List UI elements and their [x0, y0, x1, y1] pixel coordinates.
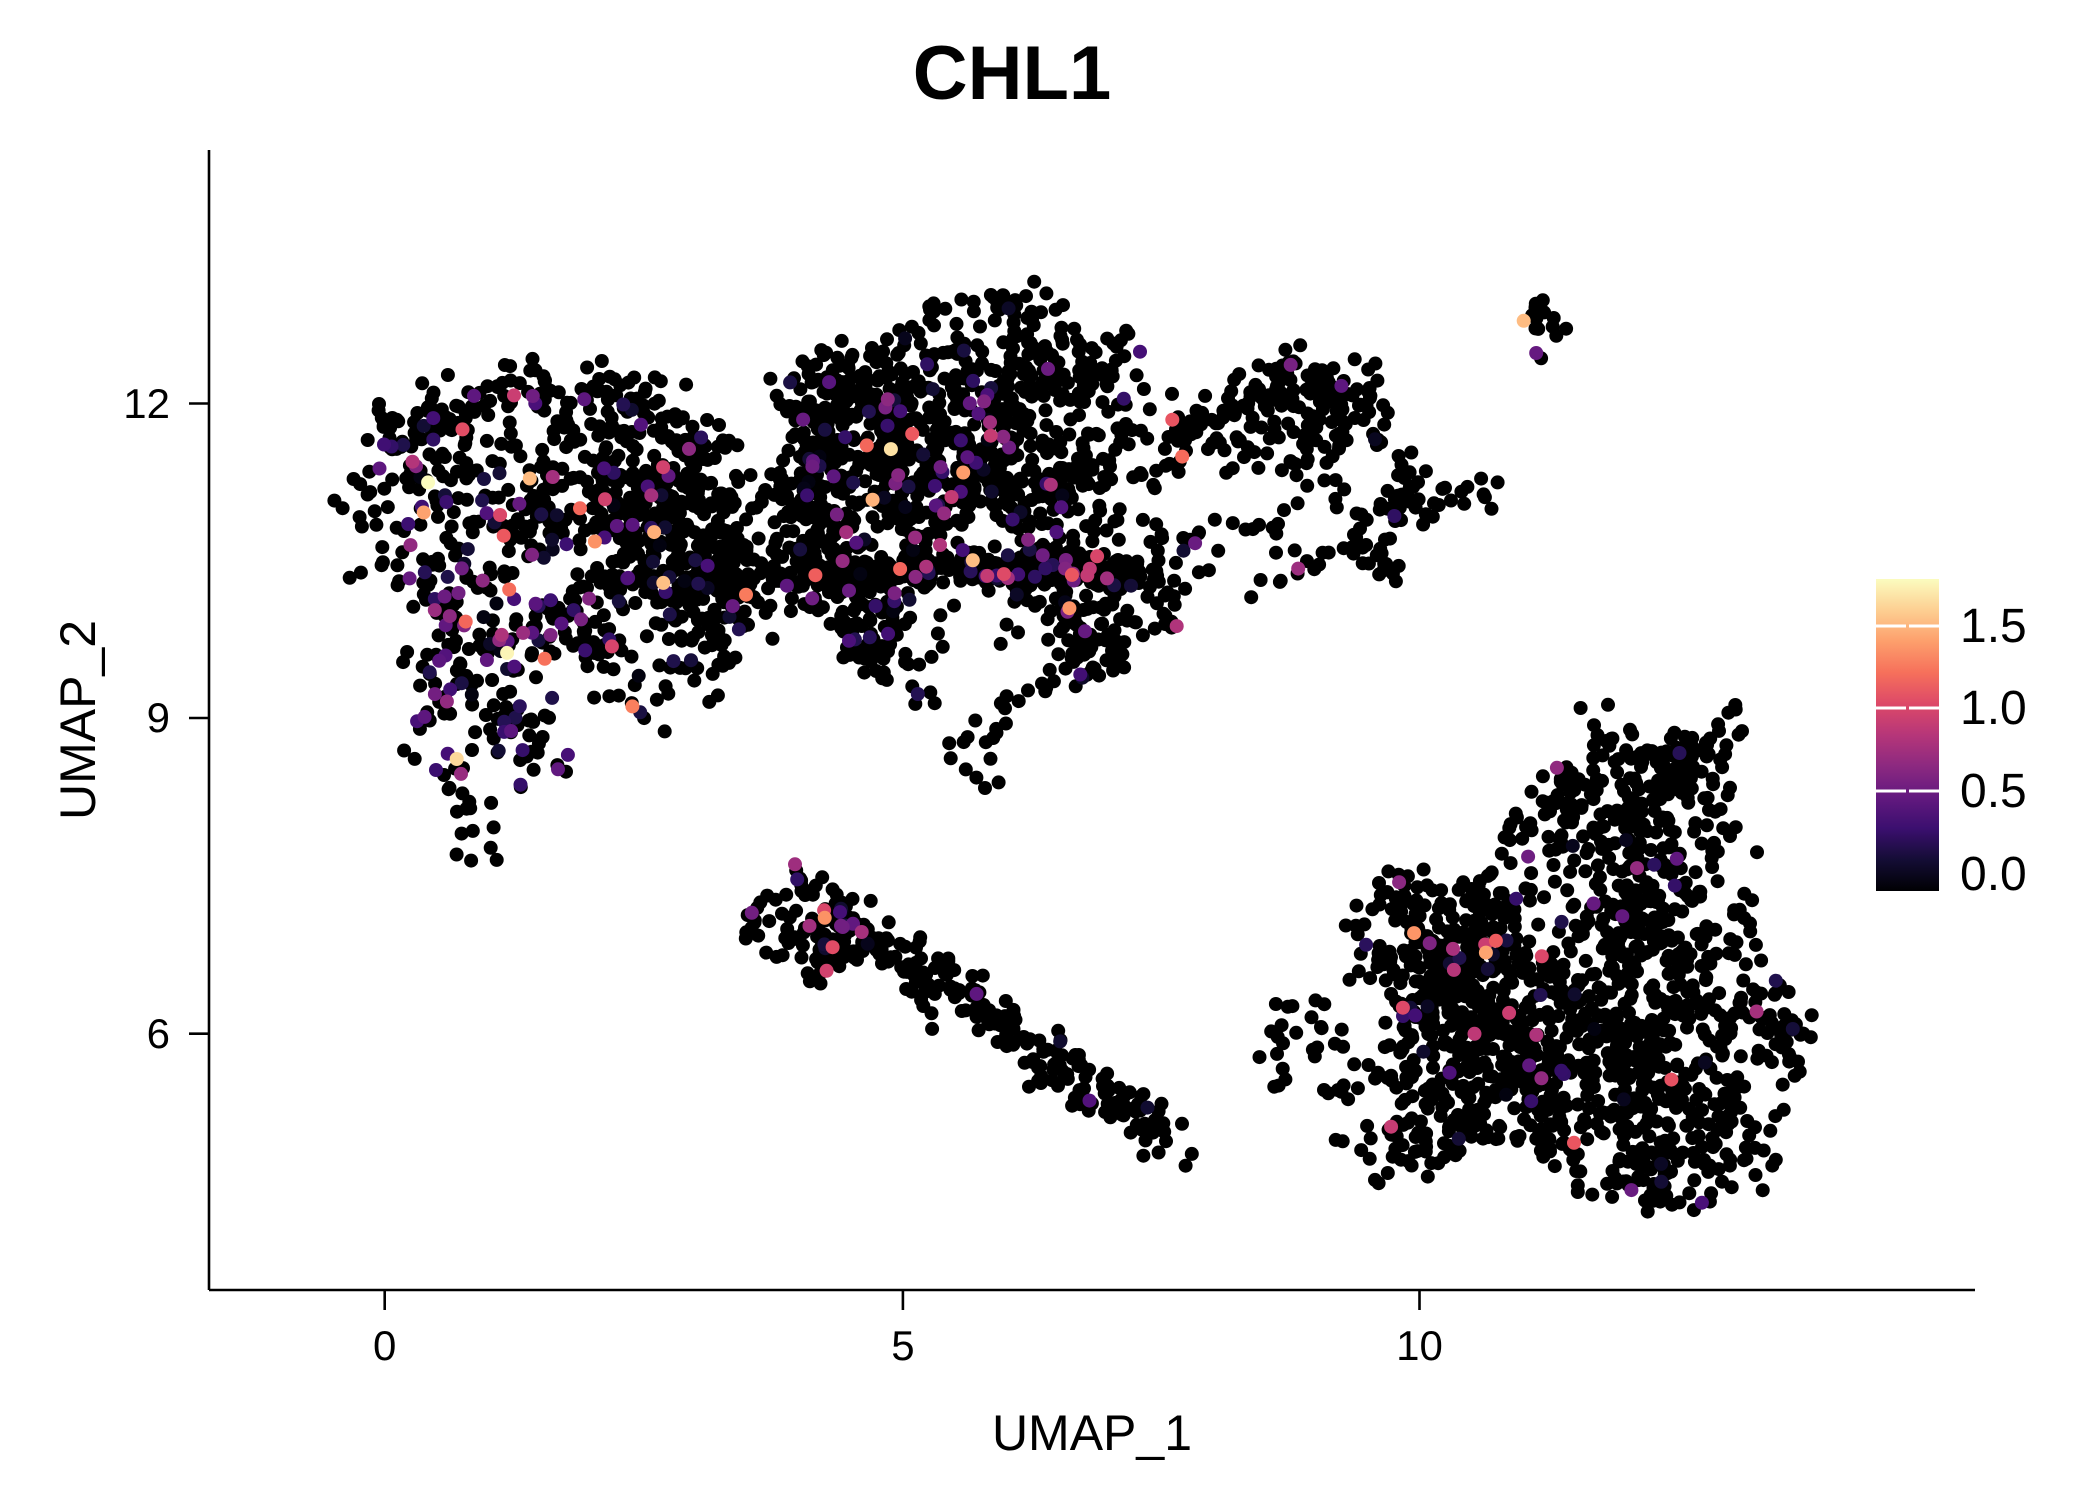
- svg-text:5: 5: [891, 1322, 914, 1369]
- svg-text:0.0: 0.0: [1960, 848, 2027, 901]
- svg-text:9: 9: [147, 694, 170, 741]
- svg-text:UMAP_2: UMAP_2: [50, 620, 106, 820]
- svg-text:6: 6: [147, 1010, 170, 1057]
- svg-text:UMAP_1: UMAP_1: [992, 1405, 1192, 1461]
- svg-text:0: 0: [373, 1322, 396, 1369]
- svg-text:1.0: 1.0: [1960, 682, 2027, 735]
- svg-text:0.5: 0.5: [1960, 765, 2027, 818]
- svg-text:10: 10: [1396, 1322, 1443, 1369]
- svg-text:12: 12: [123, 380, 170, 427]
- svg-text:1.5: 1.5: [1960, 600, 2027, 653]
